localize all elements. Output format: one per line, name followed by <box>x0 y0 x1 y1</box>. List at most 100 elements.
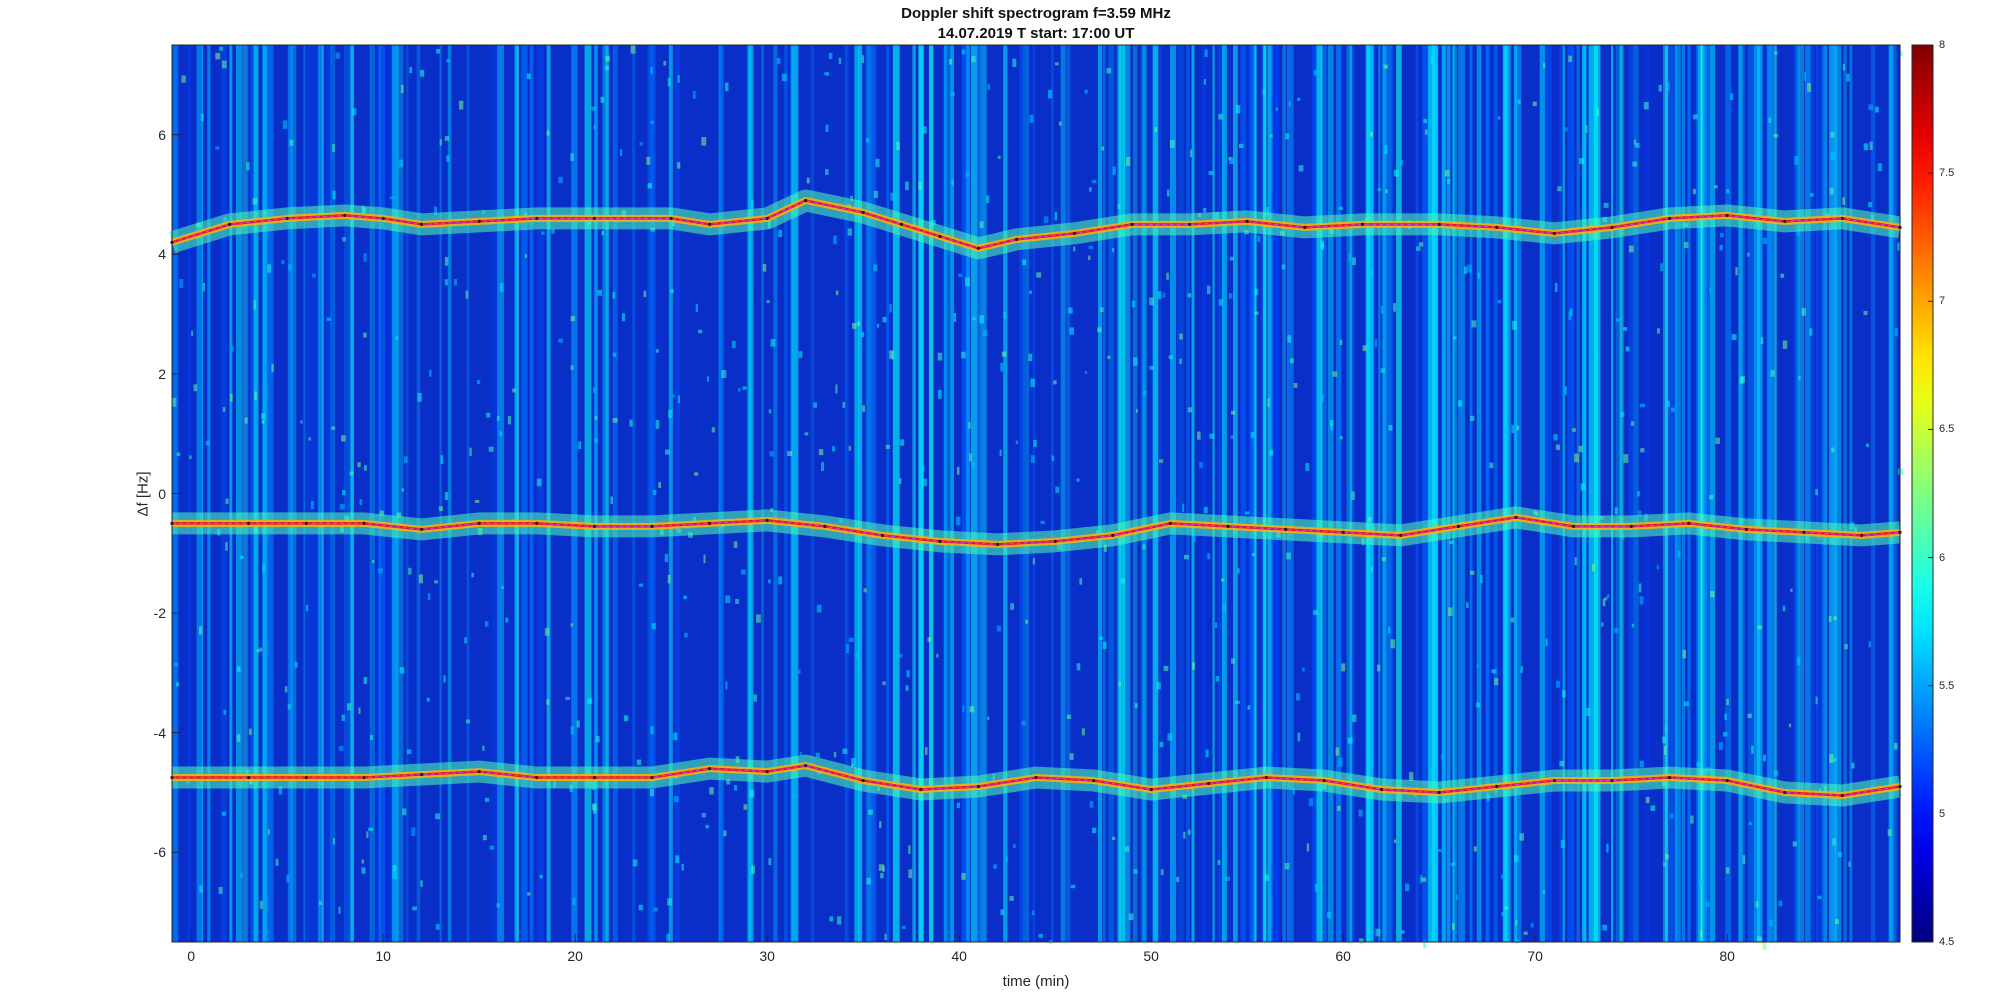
trace-point <box>1687 522 1690 525</box>
trace-point <box>804 199 807 202</box>
y-tick-label: 2 <box>158 366 166 382</box>
trace-point <box>977 785 980 788</box>
trace-point <box>766 519 769 522</box>
y-tick-label: 4 <box>158 246 166 262</box>
trace-point <box>862 211 865 214</box>
colorbar-tick-label: 8 <box>1939 39 1945 51</box>
colorbar-tick-label: 5 <box>1939 808 1945 820</box>
spectrogram-background <box>172 45 1900 942</box>
x-tick-label: 10 <box>375 948 391 964</box>
trace-point <box>1188 223 1191 226</box>
trace-point <box>977 247 980 250</box>
colorbar-tick-label: 5.5 <box>1939 680 1954 692</box>
trace-point <box>1860 534 1863 537</box>
x-axis-label: time (min) <box>1003 973 1070 990</box>
trace-point <box>305 776 308 779</box>
trace-point <box>1745 528 1748 531</box>
trace-point <box>1092 779 1095 782</box>
trace-point <box>228 223 231 226</box>
x-tick-label: 30 <box>759 948 775 964</box>
colorbar-tick-label: 7 <box>1939 295 1945 307</box>
trace-point <box>862 779 865 782</box>
trace-point <box>1726 214 1729 217</box>
y-tick-label: 6 <box>158 127 166 143</box>
x-tick-label: 0 <box>187 948 195 964</box>
x-tick-label: 50 <box>1143 948 1159 964</box>
trace-point <box>1226 525 1229 528</box>
trace-point <box>938 540 941 543</box>
trace-point <box>478 770 481 773</box>
trace-point <box>362 522 365 525</box>
trace-point <box>1034 776 1037 779</box>
trace-point <box>420 773 423 776</box>
trace-point <box>1207 782 1210 785</box>
colorbar-tick-label: 6.5 <box>1939 423 1954 435</box>
trace-point <box>708 223 711 226</box>
trace-point <box>382 217 385 220</box>
trace-point <box>650 776 653 779</box>
trace-point <box>1015 238 1018 241</box>
y-axis-label: Δf [Hz] <box>135 471 152 516</box>
trace-point <box>1073 232 1076 235</box>
trace-point <box>343 214 346 217</box>
trace-point <box>1322 779 1325 782</box>
trace-point <box>420 223 423 226</box>
trace-point <box>881 534 884 537</box>
trace-point <box>535 217 538 220</box>
trace-point <box>478 220 481 223</box>
y-tick-label: -2 <box>154 605 166 621</box>
x-tick-label: 40 <box>951 948 967 964</box>
trace-point <box>823 525 826 528</box>
trace-point <box>1265 776 1268 779</box>
trace-point <box>900 223 903 226</box>
trace-point <box>1054 540 1057 543</box>
trace-point <box>1841 217 1844 220</box>
y-tick-label: -4 <box>154 725 166 741</box>
trace-point <box>1495 226 1498 229</box>
trace-point <box>708 767 711 770</box>
trace-point <box>593 525 596 528</box>
x-tick-label: 20 <box>567 948 583 964</box>
trace-point <box>1553 779 1556 782</box>
trace-point <box>286 217 289 220</box>
trace-point <box>247 522 250 525</box>
trace-point <box>1610 779 1613 782</box>
trace-point <box>1802 531 1805 534</box>
trace-point <box>766 770 769 773</box>
trace-point <box>420 528 423 531</box>
trace-point <box>1514 516 1517 519</box>
trace-point <box>1841 794 1844 797</box>
trace-point <box>593 776 596 779</box>
trace-point <box>1438 791 1441 794</box>
trace-point <box>1284 528 1287 531</box>
trace-point <box>938 235 941 238</box>
trace-point <box>1630 525 1633 528</box>
trace-point <box>478 522 481 525</box>
trace-point <box>1111 534 1114 537</box>
trace-point <box>1457 525 1460 528</box>
colorbar <box>1912 45 1933 942</box>
trace-point <box>1303 226 1306 229</box>
x-tick-label: 80 <box>1719 948 1735 964</box>
trace-point <box>1668 217 1671 220</box>
trace-point <box>670 217 673 220</box>
x-tick-label: 70 <box>1527 948 1543 964</box>
trace-point <box>1169 522 1172 525</box>
trace-point <box>362 776 365 779</box>
trace-point <box>593 217 596 220</box>
trace-point <box>1342 531 1345 534</box>
y-tick-label: -6 <box>154 844 166 860</box>
trace-point <box>535 776 538 779</box>
trace-point <box>1495 785 1498 788</box>
trace-point <box>1130 223 1133 226</box>
colorbar-tick-label: 6 <box>1939 552 1945 564</box>
trace-point <box>1380 788 1383 791</box>
trace-point <box>996 543 999 546</box>
trace-point <box>766 217 769 220</box>
trace-point <box>1246 220 1249 223</box>
trace-point <box>1668 776 1671 779</box>
x-tick-label: 60 <box>1335 948 1351 964</box>
trace-point <box>1399 534 1402 537</box>
trace-point <box>305 522 308 525</box>
